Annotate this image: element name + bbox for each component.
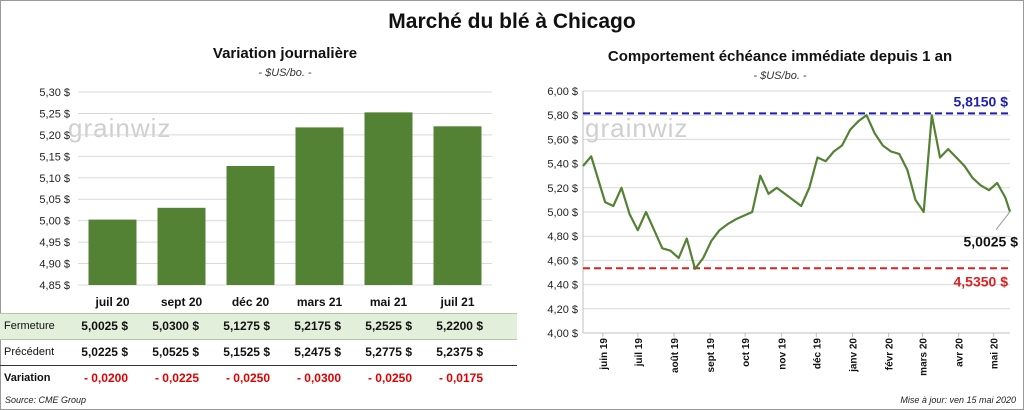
- x-tick-label: févr 20: [885, 338, 896, 371]
- bar: [226, 165, 275, 285]
- main-title: Marché du blé à Chicago: [388, 10, 636, 33]
- x-tick-label: sept 20: [161, 295, 203, 309]
- close-cell: 5,0300 $: [152, 319, 199, 333]
- y-tick-label: 5,60 $: [547, 134, 578, 146]
- previous-cell: 5,2775 $: [365, 345, 412, 359]
- y-tick-label: 5,10 $: [39, 173, 70, 185]
- change-cell: - 0,0250: [367, 371, 412, 385]
- y-tick-label: 5,00 $: [547, 207, 578, 219]
- high-label: 5,8150 $: [954, 93, 1009, 109]
- y-tick-label: 4,60 $: [547, 255, 578, 267]
- update-note: Mise à jour: ven 15 mai 2020: [900, 395, 1016, 405]
- x-tick-label: mars 20: [919, 338, 930, 376]
- x-tick-label: avr 20: [955, 338, 966, 367]
- x-tick-label: déc 19: [812, 338, 823, 370]
- bar: [157, 207, 206, 285]
- previous-cell: 5,2375 $: [436, 345, 483, 359]
- y-tick-label: 4,40 $: [547, 280, 578, 292]
- y-tick-label: 5,05 $: [39, 194, 70, 206]
- left-chart-unit: - $US/bo. -: [258, 67, 312, 79]
- x-tick-label: sept 19: [706, 338, 717, 373]
- y-tick-label: 4,80 $: [547, 231, 578, 243]
- x-tick-label: mai 21: [370, 295, 408, 309]
- right-watermark-logo: grainwiz: [585, 113, 689, 143]
- y-tick-label: 6,00 $: [547, 86, 578, 98]
- y-tick-label: 5,80 $: [547, 110, 578, 122]
- y-tick-label: 4,90 $: [39, 259, 70, 271]
- change-cell: - 0,0175: [438, 371, 483, 385]
- x-tick-label: juil 21: [439, 295, 474, 309]
- row-label-close: Fermeture: [4, 320, 55, 332]
- change-cell: - 0,0300: [296, 371, 341, 385]
- x-tick-label: juil 20: [94, 295, 129, 309]
- previous-cell: 5,1525 $: [223, 345, 270, 359]
- x-tick-label: mars 21: [297, 295, 343, 309]
- y-tick-label: 5,30 $: [39, 87, 70, 99]
- bar: [88, 219, 137, 285]
- close-cell: 5,0025 $: [81, 319, 128, 333]
- left-watermark-logo: grainwiz: [68, 113, 172, 143]
- change-cell: - 0,0225: [154, 371, 199, 385]
- close-cell: 5,2525 $: [365, 319, 412, 333]
- x-tick-label: déc 20: [232, 295, 270, 309]
- previous-cell: 5,0225 $: [81, 345, 128, 359]
- previous-cell: 5,0525 $: [152, 345, 199, 359]
- y-tick-label: 5,20 $: [39, 130, 70, 142]
- change-cell: - 0,0250: [225, 371, 270, 385]
- bar: [433, 126, 482, 285]
- y-tick-label: 5,20 $: [547, 183, 578, 195]
- y-tick-label: 5,00 $: [39, 216, 70, 228]
- low-label: 4,5350 $: [954, 273, 1009, 289]
- close-cell: 5,2200 $: [436, 319, 483, 333]
- x-tick-label: nov 19: [777, 338, 788, 370]
- right-line-chart: 4,00 $ 4,20 $ 4,40 $ 4,60 $ 4,80 $ 5,00 $ 5,20…: [547, 86, 1019, 376]
- x-tick-label: juil 19: [634, 338, 645, 368]
- close-row-background: [0, 313, 517, 340]
- x-tick-label: juin 19: [599, 338, 610, 371]
- change-cell: - 0,0200: [83, 371, 128, 385]
- y-tick-label: 4,20 $: [547, 304, 578, 316]
- y-tick-label: 4,85 $: [39, 280, 70, 292]
- x-tick-label: août 19: [670, 338, 681, 373]
- x-tick-label: oct 19: [741, 338, 752, 367]
- y-tick-label: 5,15 $: [39, 151, 70, 163]
- row-label-change: Variation: [4, 372, 51, 384]
- y-tick-label: 5,25 $: [39, 108, 70, 120]
- y-tick-label: 4,95 $: [39, 237, 70, 249]
- right-chart-title: Comportement échéance immédiate depuis 1…: [607, 48, 953, 65]
- row-label-previous: Précédent: [4, 346, 55, 358]
- bar: [295, 127, 344, 285]
- x-tick-label: mai 20: [990, 338, 1001, 370]
- x-tick-label: janv 20: [849, 338, 860, 373]
- y-tick-label: 4,00 $: [547, 328, 578, 340]
- source-note: Source: CME Group: [5, 395, 87, 405]
- table-divider: [0, 365, 517, 366]
- last-value-label: 5,0025 $: [964, 234, 1019, 250]
- left-bar-chart: 4,85 $ 4,90 $ 4,95 $ 5,00 $ 5,05 $ 5,10 $ 5,15…: [39, 87, 492, 309]
- price-line: [582, 114, 1012, 270]
- left-chart-title: Variation journalière: [212, 45, 358, 62]
- close-cell: 5,1275 $: [223, 319, 270, 333]
- close-cell: 5,2175 $: [294, 319, 341, 333]
- last-value-leader: [995, 211, 1011, 231]
- y-tick-label: 5,40 $: [547, 159, 578, 171]
- right-chart-unit: - $US/bo. -: [753, 70, 807, 82]
- bar: [364, 112, 413, 285]
- previous-cell: 5,2475 $: [294, 345, 341, 359]
